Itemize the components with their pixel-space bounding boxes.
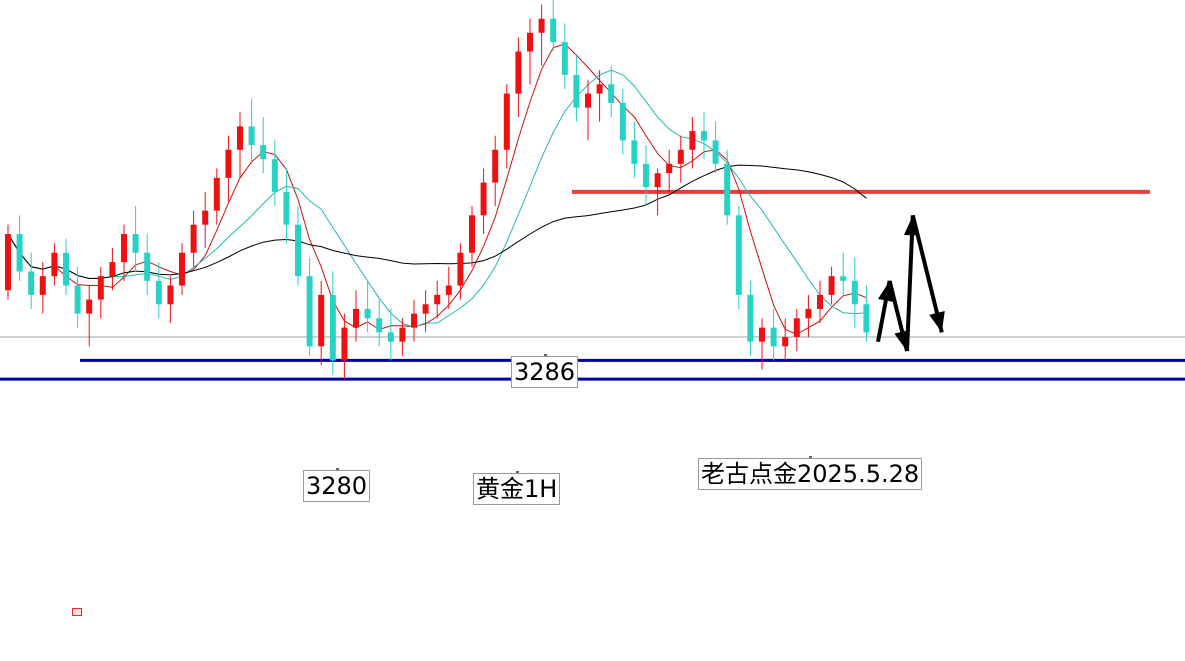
candle-body (434, 294, 441, 305)
author-date-label: 老古点金2025.5.28 (698, 456, 923, 490)
candle-body (318, 294, 325, 347)
candle-body (724, 163, 731, 216)
candle-body (51, 252, 58, 277)
candle-body (202, 210, 209, 225)
candle-body (411, 313, 417, 328)
candle-body (74, 285, 81, 314)
candle-body (39, 276, 46, 295)
candle-body (28, 271, 35, 295)
candle-body (527, 32, 533, 52)
candle-body (631, 140, 638, 164)
candle-body (817, 294, 823, 309)
symbol-timeframe-label: 黄金1H (473, 471, 561, 505)
candle-body (701, 131, 707, 141)
candle-body (376, 318, 383, 333)
candle-body (353, 308, 359, 328)
candle-body (387, 332, 394, 342)
ma-slow-line (7, 164, 867, 280)
candle-body (596, 84, 603, 94)
projection-arrows (876, 214, 945, 352)
candle-body (677, 149, 684, 164)
candle-body (538, 18, 545, 33)
candle-body (283, 191, 290, 225)
candle-body (63, 252, 69, 286)
candle-body (329, 294, 336, 361)
candle-body (689, 131, 696, 150)
candle-body (585, 93, 591, 108)
candle-body (759, 327, 765, 342)
ma-mid-line (7, 69, 867, 328)
candle-body (179, 252, 185, 286)
candle-body (16, 234, 23, 272)
candle-body (5, 234, 11, 291)
candle-body (237, 126, 243, 150)
candle-body (457, 252, 464, 286)
candle-body (654, 173, 661, 188)
candle-body (213, 177, 220, 211)
candle-body (712, 140, 719, 164)
candle-body (840, 276, 847, 281)
candle-body (851, 280, 858, 305)
candle-body (503, 93, 510, 150)
candle-body (793, 318, 800, 338)
price-label-3280: 3280 (303, 468, 371, 502)
candle-body (550, 18, 557, 43)
candle-body (295, 224, 301, 277)
candle-body (782, 337, 789, 347)
candle-body (97, 276, 104, 300)
candle-body (341, 327, 348, 361)
candle-body (445, 285, 452, 295)
candle-body (643, 163, 649, 188)
arrow-shaft (910, 214, 944, 333)
candle-body (608, 84, 615, 103)
candle-body (260, 145, 267, 160)
candle-body (863, 304, 870, 333)
candle-body (480, 182, 487, 216)
candle-body (492, 149, 499, 183)
candle-body (561, 42, 568, 75)
small-marker-icon (72, 608, 82, 616)
candle-body (515, 51, 522, 94)
arrow-shaft (905, 215, 915, 352)
candle-body (666, 163, 673, 174)
candle-body (747, 294, 754, 342)
candle-body (770, 327, 777, 347)
candle-body (735, 215, 742, 295)
candle-body (364, 308, 371, 319)
candle-body (828, 276, 835, 295)
price-label-3286: 3286 (511, 354, 579, 388)
candle-body (144, 252, 151, 281)
horizontal-levels (0, 189, 1185, 381)
candle-body (805, 308, 812, 319)
candle-body (86, 299, 93, 314)
candle-body (132, 234, 139, 253)
candle-body (619, 102, 626, 141)
candle-body (399, 327, 406, 342)
candle-body (167, 285, 174, 305)
candle-body (271, 159, 278, 192)
candle-body (225, 149, 232, 178)
candle-body (121, 234, 127, 263)
candle-body (155, 280, 162, 305)
candle-body (469, 215, 475, 253)
candle-body (248, 126, 255, 146)
candle-body (109, 262, 116, 277)
candles (5, 0, 870, 380)
arrow-head (929, 311, 945, 333)
candle-body (422, 304, 429, 314)
candle-body (573, 74, 580, 108)
candle-body (306, 276, 313, 347)
candle-body (190, 224, 197, 253)
